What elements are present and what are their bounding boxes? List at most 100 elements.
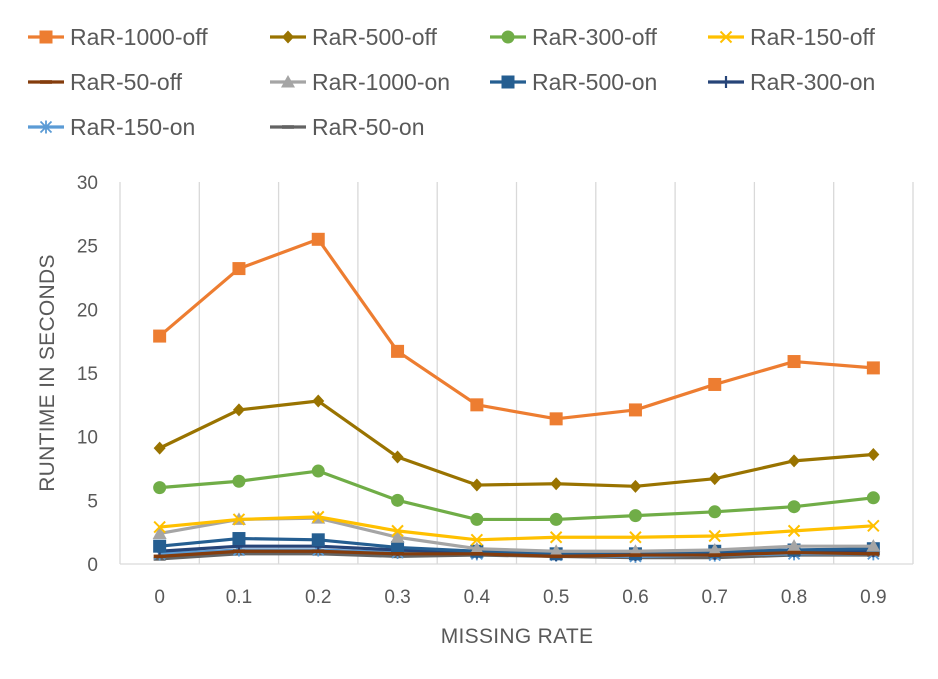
legend-marker bbox=[719, 30, 733, 44]
series-line-rar-50-off bbox=[158, 549, 875, 558]
data-point bbox=[628, 403, 642, 417]
legend-label: RaR-50-on bbox=[312, 114, 425, 140]
x-tick-label: 0.5 bbox=[543, 587, 569, 608]
data-point bbox=[867, 552, 880, 556]
legend-item-rar-300-off: RaR-300-off bbox=[490, 24, 657, 50]
legend-item-rar-150-on: RaR-150-on bbox=[28, 114, 195, 140]
data-point bbox=[311, 533, 325, 547]
legend-marker bbox=[501, 75, 515, 89]
legend-item-rar-300-on: RaR-300-on bbox=[708, 69, 875, 95]
series-line-rar-500-on bbox=[158, 536, 875, 556]
legend-marker bbox=[39, 120, 53, 134]
legend-marker bbox=[282, 30, 294, 44]
series-rar-1000-off bbox=[153, 232, 880, 426]
data-point bbox=[707, 542, 722, 556]
legend-item-rar-50-on: RaR-50-on bbox=[270, 114, 425, 140]
y-tick-label: 30 bbox=[77, 173, 98, 194]
data-point bbox=[153, 441, 166, 455]
data-point bbox=[232, 532, 246, 546]
y-tick-label: 0 bbox=[87, 555, 98, 576]
series-layer bbox=[152, 232, 881, 563]
data-point bbox=[708, 505, 722, 519]
x-tick-label: 0.9 bbox=[860, 587, 886, 608]
data-point bbox=[153, 520, 166, 534]
legend-marker bbox=[501, 30, 515, 44]
data-point bbox=[866, 491, 880, 505]
legend-label: RaR-500-on bbox=[532, 69, 657, 95]
data-point bbox=[867, 447, 880, 461]
legend-marker bbox=[40, 80, 52, 84]
data-point bbox=[788, 454, 801, 468]
y-tick-label: 20 bbox=[77, 300, 98, 321]
data-point bbox=[550, 554, 563, 559]
data-point bbox=[391, 552, 404, 556]
data-point bbox=[152, 526, 167, 539]
legend-label: RaR-500-off bbox=[312, 24, 437, 50]
data-point bbox=[549, 531, 563, 544]
legend-label: RaR-300-on bbox=[750, 69, 875, 95]
data-point bbox=[867, 519, 880, 533]
legend-item-rar-500-on: RaR-500-on bbox=[490, 69, 657, 95]
data-point bbox=[391, 493, 405, 507]
legend-label: RaR-1000-on bbox=[312, 69, 450, 95]
data-point bbox=[390, 530, 405, 543]
axes: 0 0.1 0.2 0.3 0.4 0.5 0.6 0.7 0.8 0.9 0 5 10 15 20 25 30 bbox=[77, 173, 913, 608]
legend-marker bbox=[39, 30, 53, 44]
series-rar-300-off bbox=[153, 464, 880, 526]
data-point bbox=[787, 355, 801, 369]
series-line-rar-500-off bbox=[158, 399, 875, 488]
series-line-rar-150-off bbox=[158, 515, 875, 542]
data-point bbox=[788, 550, 801, 555]
y-tick-label: 25 bbox=[77, 237, 98, 258]
data-point bbox=[629, 479, 642, 493]
data-point bbox=[708, 529, 721, 543]
data-point bbox=[549, 512, 563, 526]
data-point bbox=[629, 553, 642, 557]
x-tick-label: 0 bbox=[154, 587, 165, 608]
data-point bbox=[312, 510, 325, 524]
data-point bbox=[629, 531, 642, 544]
y-tick-label: 15 bbox=[77, 364, 98, 385]
series-rar-150-off bbox=[153, 510, 880, 547]
legend: RaR-1000-off RaR-500-off RaR-300-off RaR-15… bbox=[28, 24, 875, 140]
legend-label: RaR-50-off bbox=[70, 69, 183, 95]
legend-item-rar-1000-off: RaR-1000-off bbox=[28, 24, 208, 50]
legend-item-rar-150-off: RaR-150-off bbox=[708, 24, 875, 50]
y-tick-label: 10 bbox=[77, 428, 98, 449]
data-point bbox=[153, 481, 167, 495]
data-point bbox=[549, 412, 563, 426]
data-point bbox=[787, 539, 802, 552]
series-rar-50-off bbox=[153, 549, 880, 559]
legend-label: RaR-1000-off bbox=[70, 24, 208, 50]
data-point bbox=[470, 533, 484, 547]
data-point bbox=[153, 554, 166, 559]
data-point bbox=[866, 361, 880, 375]
data-point bbox=[708, 472, 721, 486]
data-point bbox=[787, 524, 801, 538]
data-point bbox=[470, 478, 483, 492]
data-point bbox=[312, 549, 325, 554]
x-tick-label: 0.3 bbox=[384, 587, 410, 608]
data-point bbox=[153, 539, 167, 553]
series-line-rar-300-off bbox=[158, 469, 875, 522]
legend-label: RaR-300-off bbox=[532, 24, 657, 50]
x-tick-label: 0.7 bbox=[702, 587, 728, 608]
data-point bbox=[232, 403, 245, 417]
data-point bbox=[232, 262, 246, 276]
data-point bbox=[470, 398, 484, 412]
x-tick-label: 0.1 bbox=[226, 587, 252, 608]
x-tick-label: 0.2 bbox=[305, 587, 331, 608]
x-tick-label: 0.8 bbox=[781, 587, 807, 608]
data-point bbox=[391, 540, 405, 554]
legend-marker bbox=[720, 76, 732, 88]
data-point bbox=[391, 524, 404, 538]
legend-marker bbox=[282, 125, 294, 129]
data-point bbox=[312, 394, 325, 408]
data-point bbox=[232, 513, 246, 526]
x-tick-label: 0.4 bbox=[464, 587, 491, 608]
data-point bbox=[628, 509, 642, 523]
legend-item-rar-500-off: RaR-500-off bbox=[270, 24, 437, 50]
y-tick-label: 5 bbox=[87, 491, 98, 512]
legend-label: RaR-150-on bbox=[70, 114, 195, 140]
